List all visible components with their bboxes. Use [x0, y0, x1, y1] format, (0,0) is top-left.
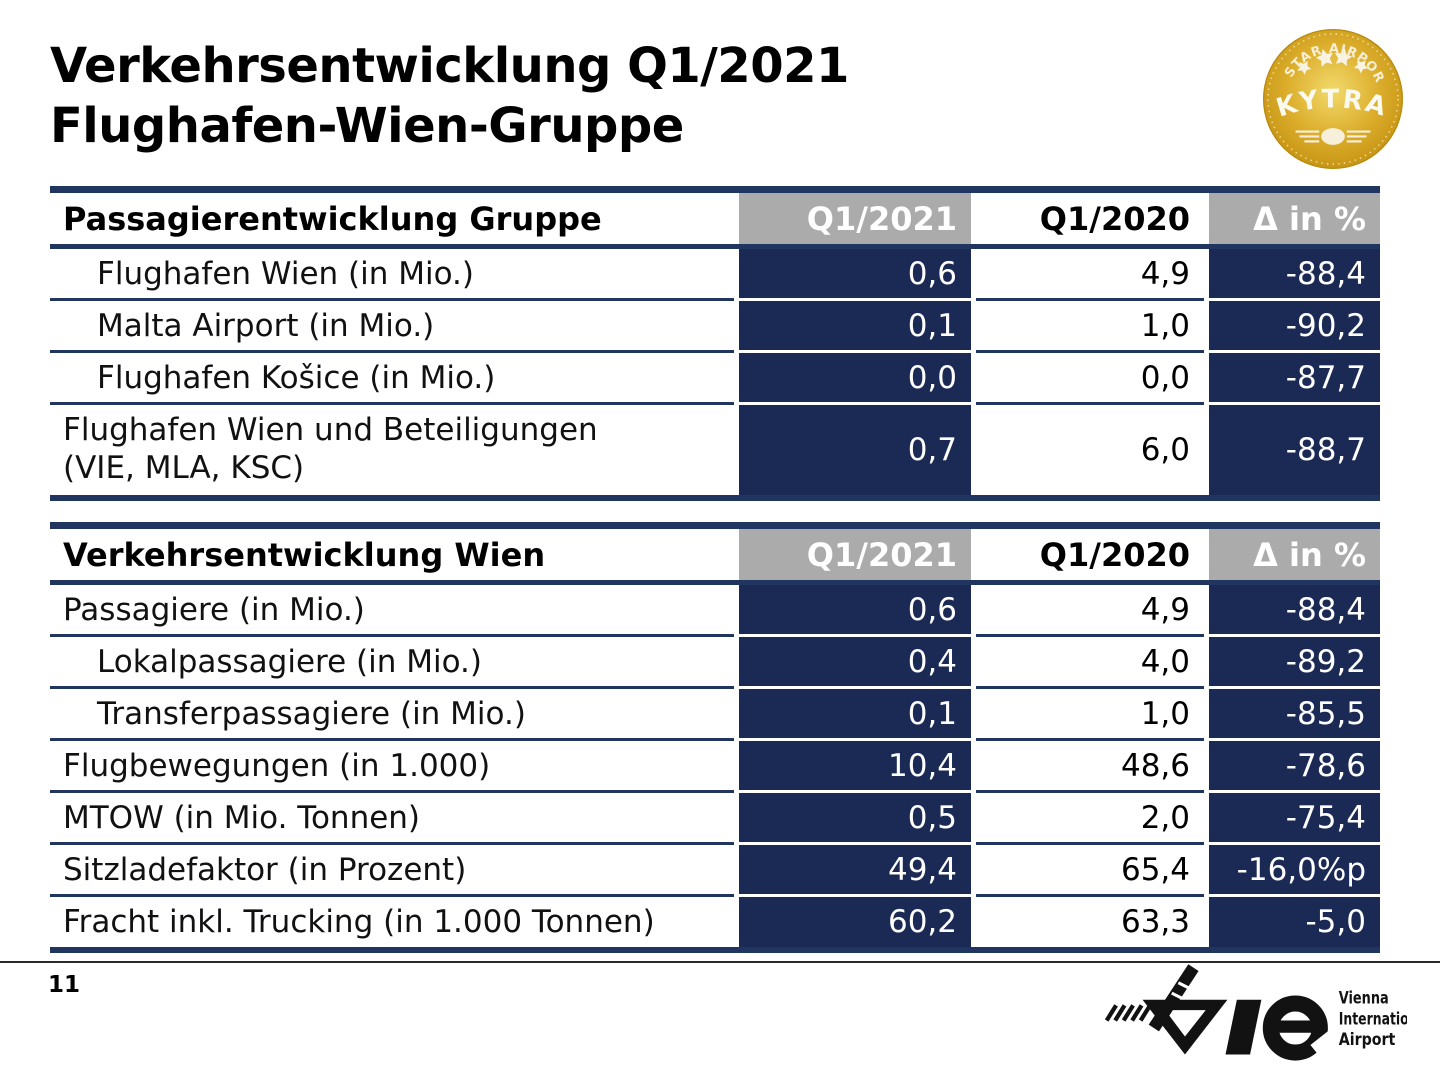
page-title-line1: Verkehrsentwicklung Q1/2021 [50, 38, 849, 94]
row-value-q1-2021: 10,4 [739, 741, 971, 793]
table-title: Passagierentwicklung Gruppe [50, 193, 734, 244]
row-label: Malta Airport (in Mio.) [50, 301, 734, 353]
svg-text:Vienna: Vienna [1339, 989, 1389, 1008]
row-value-q1-2021: 0,1 [739, 689, 971, 741]
traffic-development-vienna-table: Verkehrsentwicklung Wien Q1/2021 Q1/2020… [50, 522, 1380, 953]
badge-dotted-ring [1267, 33, 1399, 165]
row-value-q1-2020: 4,0 [976, 637, 1204, 689]
row-value-q1-2021: 49,4 [739, 845, 971, 897]
row-value-q1-2021: 0,4 [739, 637, 971, 689]
row-value-q1-2020: 4,9 [976, 585, 1204, 637]
row-value-q1-2020: 1,0 [976, 301, 1204, 353]
row-value-q1-2021: 0,6 [739, 585, 971, 637]
header-separator [50, 244, 1380, 249]
row-label: Passagiere (in Mio.) [50, 585, 734, 637]
row-value-q1-2021: 0,5 [739, 793, 971, 845]
vie-logo-wordmark: Vienna International Airport [1339, 989, 1407, 1050]
row-value-delta: -75,4 [1209, 793, 1380, 845]
passenger-development-group-table: Passagierentwicklung Gruppe Q1/2021 Q1/2… [50, 186, 1380, 501]
row-value-q1-2020: 1,0 [976, 689, 1204, 741]
row-label: Flughafen Wien und Beteiligungen (VIE, M… [50, 405, 734, 495]
row-value-delta: -88,4 [1209, 585, 1380, 637]
column-header-q1-2020: Q1/2020 [976, 529, 1204, 580]
row-value-delta: -89,2 [1209, 637, 1380, 689]
row-label: Fracht inkl. Trucking (in 1.000 Tonnen) [50, 897, 734, 947]
column-header-q1-2021: Q1/2021 [739, 193, 971, 244]
vie-logomark [1142, 995, 1339, 1061]
table-top-border [50, 522, 1380, 529]
row-value-delta: -5,0 [1209, 897, 1380, 947]
row-value-delta: -78,6 [1209, 741, 1380, 793]
page-title: Verkehrsentwicklung Q1/2021 Flughafen-Wi… [50, 36, 849, 157]
vie-tower-icon [1104, 964, 1199, 1032]
row-value-delta: -90,2 [1209, 301, 1380, 353]
row-value-q1-2020: 6,0 [976, 405, 1204, 495]
badge-outer-ring [1263, 29, 1403, 169]
column-header-q1-2020: Q1/2020 [976, 193, 1204, 244]
row-label: Transferpassagiere (in Mio.) [50, 689, 734, 741]
vienna-airport-logo: Vienna International Airport [1104, 964, 1407, 1061]
row-value-q1-2020: 63,3 [976, 897, 1204, 947]
row-value-q1-2021: 0,1 [739, 301, 971, 353]
svg-text:Airport: Airport [1339, 1030, 1396, 1049]
row-label-line1: Flughafen Wien und Beteiligungen [63, 412, 598, 449]
badge-gold-circle [1262, 28, 1404, 170]
footer-divider [0, 961, 1440, 963]
row-label: Flugbewegungen (in 1.000) [50, 741, 734, 793]
row-value-delta: -88,4 [1209, 249, 1380, 301]
table-top-border [50, 186, 1380, 193]
svg-text:International: International [1339, 1009, 1407, 1028]
table-bottom-border [50, 495, 1380, 501]
row-value-delta: -16,0%p [1209, 845, 1380, 897]
row-value-q1-2021: 0,0 [739, 353, 971, 405]
row-value-delta: -88,7 [1209, 405, 1380, 495]
page-title-line2: Flughafen-Wien-Gruppe [50, 98, 684, 155]
row-value-q1-2021: 0,7 [739, 405, 971, 495]
column-header-delta: Δ in % [1209, 529, 1380, 580]
row-label: Flughafen Košice (in Mio.) [50, 353, 734, 405]
skytrax-4-star-airport-badge: 4 STAR AIRPORT SKYTRAX [1262, 28, 1404, 170]
row-label: Sitzladefaktor (in Prozent) [50, 845, 734, 897]
badge-stars-icon [1297, 48, 1369, 75]
column-header-q1-2021: Q1/2021 [739, 529, 971, 580]
row-label: Lokalpassagiere (in Mio.) [50, 637, 734, 689]
row-value-q1-2020: 4,9 [976, 249, 1204, 301]
row-label-line2: (VIE, MLA, KSC) [63, 450, 305, 486]
header-separator [50, 580, 1380, 585]
row-value-delta: -85,5 [1209, 689, 1380, 741]
row-value-q1-2020: 48,6 [976, 741, 1204, 793]
table-bottom-border [50, 947, 1380, 953]
table-title: Verkehrsentwicklung Wien [50, 529, 734, 580]
page-number: 11 [48, 972, 81, 998]
row-value-q1-2020: 65,4 [976, 845, 1204, 897]
badge-wing-emblem-icon [1295, 128, 1371, 145]
row-value-q1-2021: 60,2 [739, 897, 971, 947]
row-value-q1-2021: 0,6 [739, 249, 971, 301]
row-label: MTOW (in Mio. Tonnen) [50, 793, 734, 845]
column-header-delta: Δ in % [1209, 193, 1380, 244]
row-value-delta: -87,7 [1209, 353, 1380, 405]
row-value-q1-2020: 2,0 [976, 793, 1204, 845]
row-label: Flughafen Wien (in Mio.) [50, 249, 734, 301]
row-value-q1-2020: 0,0 [976, 353, 1204, 405]
